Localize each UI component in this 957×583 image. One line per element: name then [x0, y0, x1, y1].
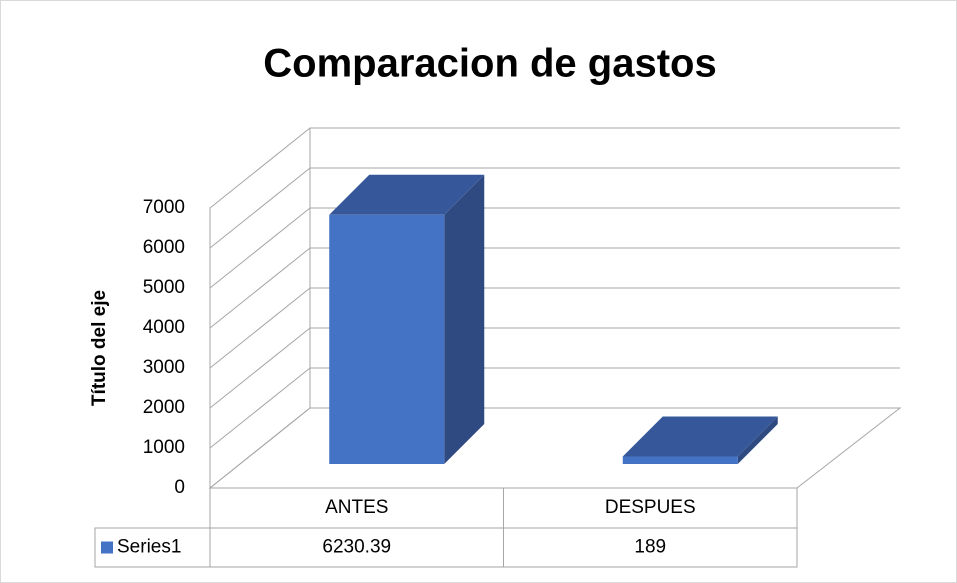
- grid-line: [209, 327, 900, 409]
- x-tick-label: ANTES: [325, 497, 388, 518]
- grid-line: [209, 287, 900, 369]
- grid-line: [209, 367, 900, 449]
- y-tick-label: 5000: [143, 277, 185, 298]
- legend-key: [101, 541, 113, 554]
- bar: [329, 214, 445, 464]
- legend-label: Series1: [117, 537, 181, 558]
- x-tick-label: DESPUES: [605, 497, 696, 518]
- data-table-grid: [94, 527, 798, 568]
- data-table-value: 6230.39: [322, 537, 391, 558]
- y-tick-label: 7000: [143, 197, 185, 218]
- grid-line: [209, 207, 900, 289]
- y-tick-label: 3000: [143, 357, 185, 378]
- bar-top: [329, 174, 485, 215]
- y-tick-label: 6000: [143, 237, 185, 258]
- bar-top: [622, 416, 778, 457]
- y-tick-label: 0: [174, 477, 185, 498]
- y-axis-title: Título del eje: [89, 290, 110, 406]
- data-table-value: 189: [634, 537, 666, 558]
- chart-title: Comparacion de gastos: [263, 42, 716, 86]
- y-tick-label: 4000: [143, 317, 185, 338]
- grid-line: [209, 247, 900, 329]
- bar-side: [444, 174, 485, 464]
- y-tick-label: 2000: [143, 397, 185, 418]
- y-tick-label: 1000: [143, 437, 185, 458]
- grid-line: [209, 127, 900, 209]
- bar: [622, 456, 738, 464]
- bar-side: [737, 416, 778, 464]
- grid-line: [209, 167, 900, 249]
- grid-line: [209, 407, 900, 489]
